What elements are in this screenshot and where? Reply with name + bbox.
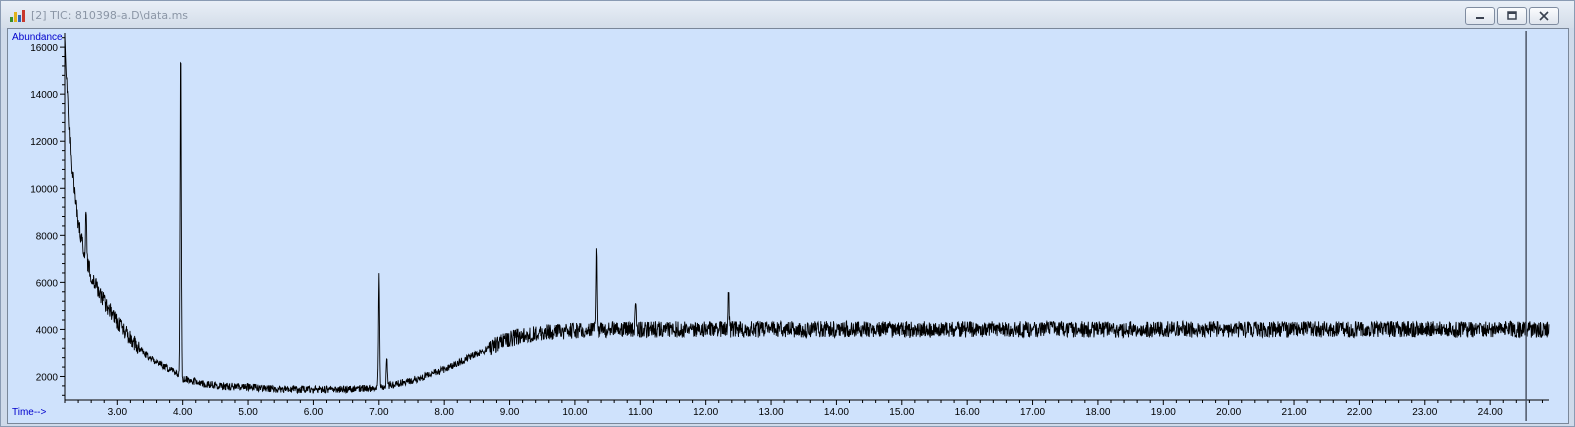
y-tick-label: 2000	[36, 372, 59, 383]
x-tick-label: 15.00	[889, 407, 914, 418]
window-title: [2] TIC: 810398-a.D\data.ms	[31, 9, 189, 22]
x-tick-label: 16.00	[955, 407, 980, 418]
x-tick-label: 3.00	[108, 407, 128, 418]
restore-icon	[1507, 11, 1517, 20]
x-tick-label: 9.00	[500, 407, 520, 418]
x-tick-label: 6.00	[304, 407, 324, 418]
x-tick-label: 22.00	[1347, 407, 1372, 418]
y-tick-label: 10000	[30, 184, 58, 195]
x-tick-label: 21.00	[1282, 407, 1307, 418]
x-tick-label: 24.00	[1478, 407, 1503, 418]
minimize-button[interactable]	[1465, 7, 1495, 25]
x-tick-label: 17.00	[1020, 407, 1045, 418]
tic-chart: 3.00 4.00 5.00 6.00 7.00 8.00 9.00 10.00 11.00 12…	[12, 31, 1550, 421]
close-button[interactable]	[1529, 7, 1559, 25]
close-icon	[1539, 11, 1549, 21]
x-tick-label: 7.00	[369, 407, 389, 418]
chromatogram-app-icon	[10, 10, 25, 22]
x-tick-label: 19.00	[1151, 407, 1176, 418]
y-axis-label: Abundance	[12, 32, 63, 43]
x-axis-label: Time-->	[12, 407, 47, 418]
y-tick-label: 4000	[36, 325, 59, 336]
tic-trace-line	[64, 35, 1550, 395]
y-tick-label: 16000	[30, 43, 58, 54]
x-tick-label: 18.00	[1085, 407, 1110, 418]
x-tick-label: 20.00	[1216, 407, 1241, 418]
x-tick-label: 23.00	[1412, 407, 1437, 418]
x-tick-label: 8.00	[434, 407, 454, 418]
y-tick-label: 8000	[36, 231, 59, 242]
minimize-icon	[1476, 17, 1484, 19]
x-tick-label: 10.00	[562, 407, 587, 418]
y-tick-label: 12000	[30, 137, 58, 148]
x-tick-label: 5.00	[238, 407, 258, 418]
x-tick-label: 11.00	[628, 407, 653, 418]
title-bar[interactable]: [2] TIC: 810398-a.D\data.ms	[1, 1, 1574, 28]
x-tick-label: 13.00	[759, 407, 784, 418]
y-tick-label: 14000	[30, 90, 58, 101]
y-tick-label: 6000	[36, 278, 59, 289]
x-tick-label: 12.00	[693, 407, 718, 418]
chromatogram-plot-area[interactable]: 3.00 4.00 5.00 6.00 7.00 8.00 9.00 10.00 11.00 12…	[7, 28, 1569, 424]
x-tick-label: 4.00	[173, 407, 193, 418]
restore-button[interactable]	[1497, 7, 1527, 25]
x-tick-label: 14.00	[824, 407, 849, 418]
